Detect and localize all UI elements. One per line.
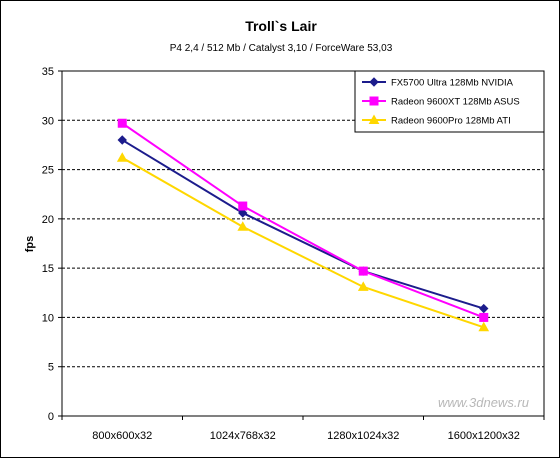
series-lines xyxy=(121,122,485,329)
data-point-radeon-9600xt-128mb-asus xyxy=(238,201,248,211)
data-point-radeon-9600pro-128mb-ati xyxy=(237,221,249,231)
y-axis: 0 5 10 15 20 25 30 35 xyxy=(42,66,62,423)
data-point-fx5700-ultra-128mb-nvidia xyxy=(117,135,127,145)
legend-marker xyxy=(369,77,379,87)
legend-label: Radeon 9600XT 128Mb ASUS xyxy=(391,97,520,108)
data-point-radeon-9600pro-128mb-ati xyxy=(478,321,490,332)
data-point-radeon-9600xt-128mb-asus xyxy=(117,118,127,128)
watermark-text: www.3dnews.ru xyxy=(438,395,529,410)
x-axis: 800x600x32 1024x768x32 1280x1024x32 1600x12… xyxy=(61,416,545,442)
legend-label: FX5700 Ultra 128Mb NVIDIA xyxy=(391,78,514,89)
series-markers xyxy=(116,118,490,332)
y-axis-label: fps xyxy=(24,236,36,253)
data-point-radeon-9600pro-128mb-ati xyxy=(116,152,128,162)
legend-marker xyxy=(369,96,379,106)
legend-box xyxy=(354,70,545,133)
data-point-fx5700-ultra-128mb-nvidia xyxy=(479,303,489,314)
y-tick-label: 35 xyxy=(42,66,54,78)
y-tick-label: 25 xyxy=(42,165,54,177)
y-tick-label: 0 xyxy=(48,411,54,423)
x-tick-label: 1280x1024x32 xyxy=(327,430,399,442)
chart-title: Troll`s Lair xyxy=(245,18,317,34)
data-point-radeon-9600pro-128mb-ati xyxy=(357,281,369,291)
x-tick-label: 1600x1200x32 xyxy=(448,430,520,442)
series-line-radeon-9600pro-128mb-ati xyxy=(121,156,485,329)
data-point-radeon-9600xt-128mb-asus xyxy=(479,312,489,322)
y-tick-label: 10 xyxy=(42,312,54,324)
y-tick-label: 30 xyxy=(42,115,54,127)
legend: FX5700 Ultra 128Mb NVIDIA Radeon 9600XT 1… xyxy=(354,70,545,133)
data-point-radeon-9600xt-128mb-asus xyxy=(358,266,368,276)
x-tick-label: 800x600x32 xyxy=(92,430,152,442)
data-point-fx5700-ultra-128mb-nvidia xyxy=(238,208,248,218)
legend-label: Radeon 9600Pro 128Mb ATI xyxy=(391,116,511,127)
x-tick-label: 1024x768x32 xyxy=(210,430,276,442)
y-tick-label: 5 xyxy=(48,362,54,374)
legend-marker xyxy=(368,114,380,124)
y-tick-label: 15 xyxy=(42,263,54,275)
series-line-radeon-9600xt-128mb-asus xyxy=(121,122,485,319)
y-tick-label: 20 xyxy=(42,214,54,226)
series-line-fx5700-ultra-128mb-nvidia xyxy=(121,139,485,310)
chart-subtitle: P4 2,4 / 512 Mb / Catalyst 3,10 / ForceW… xyxy=(170,43,393,54)
